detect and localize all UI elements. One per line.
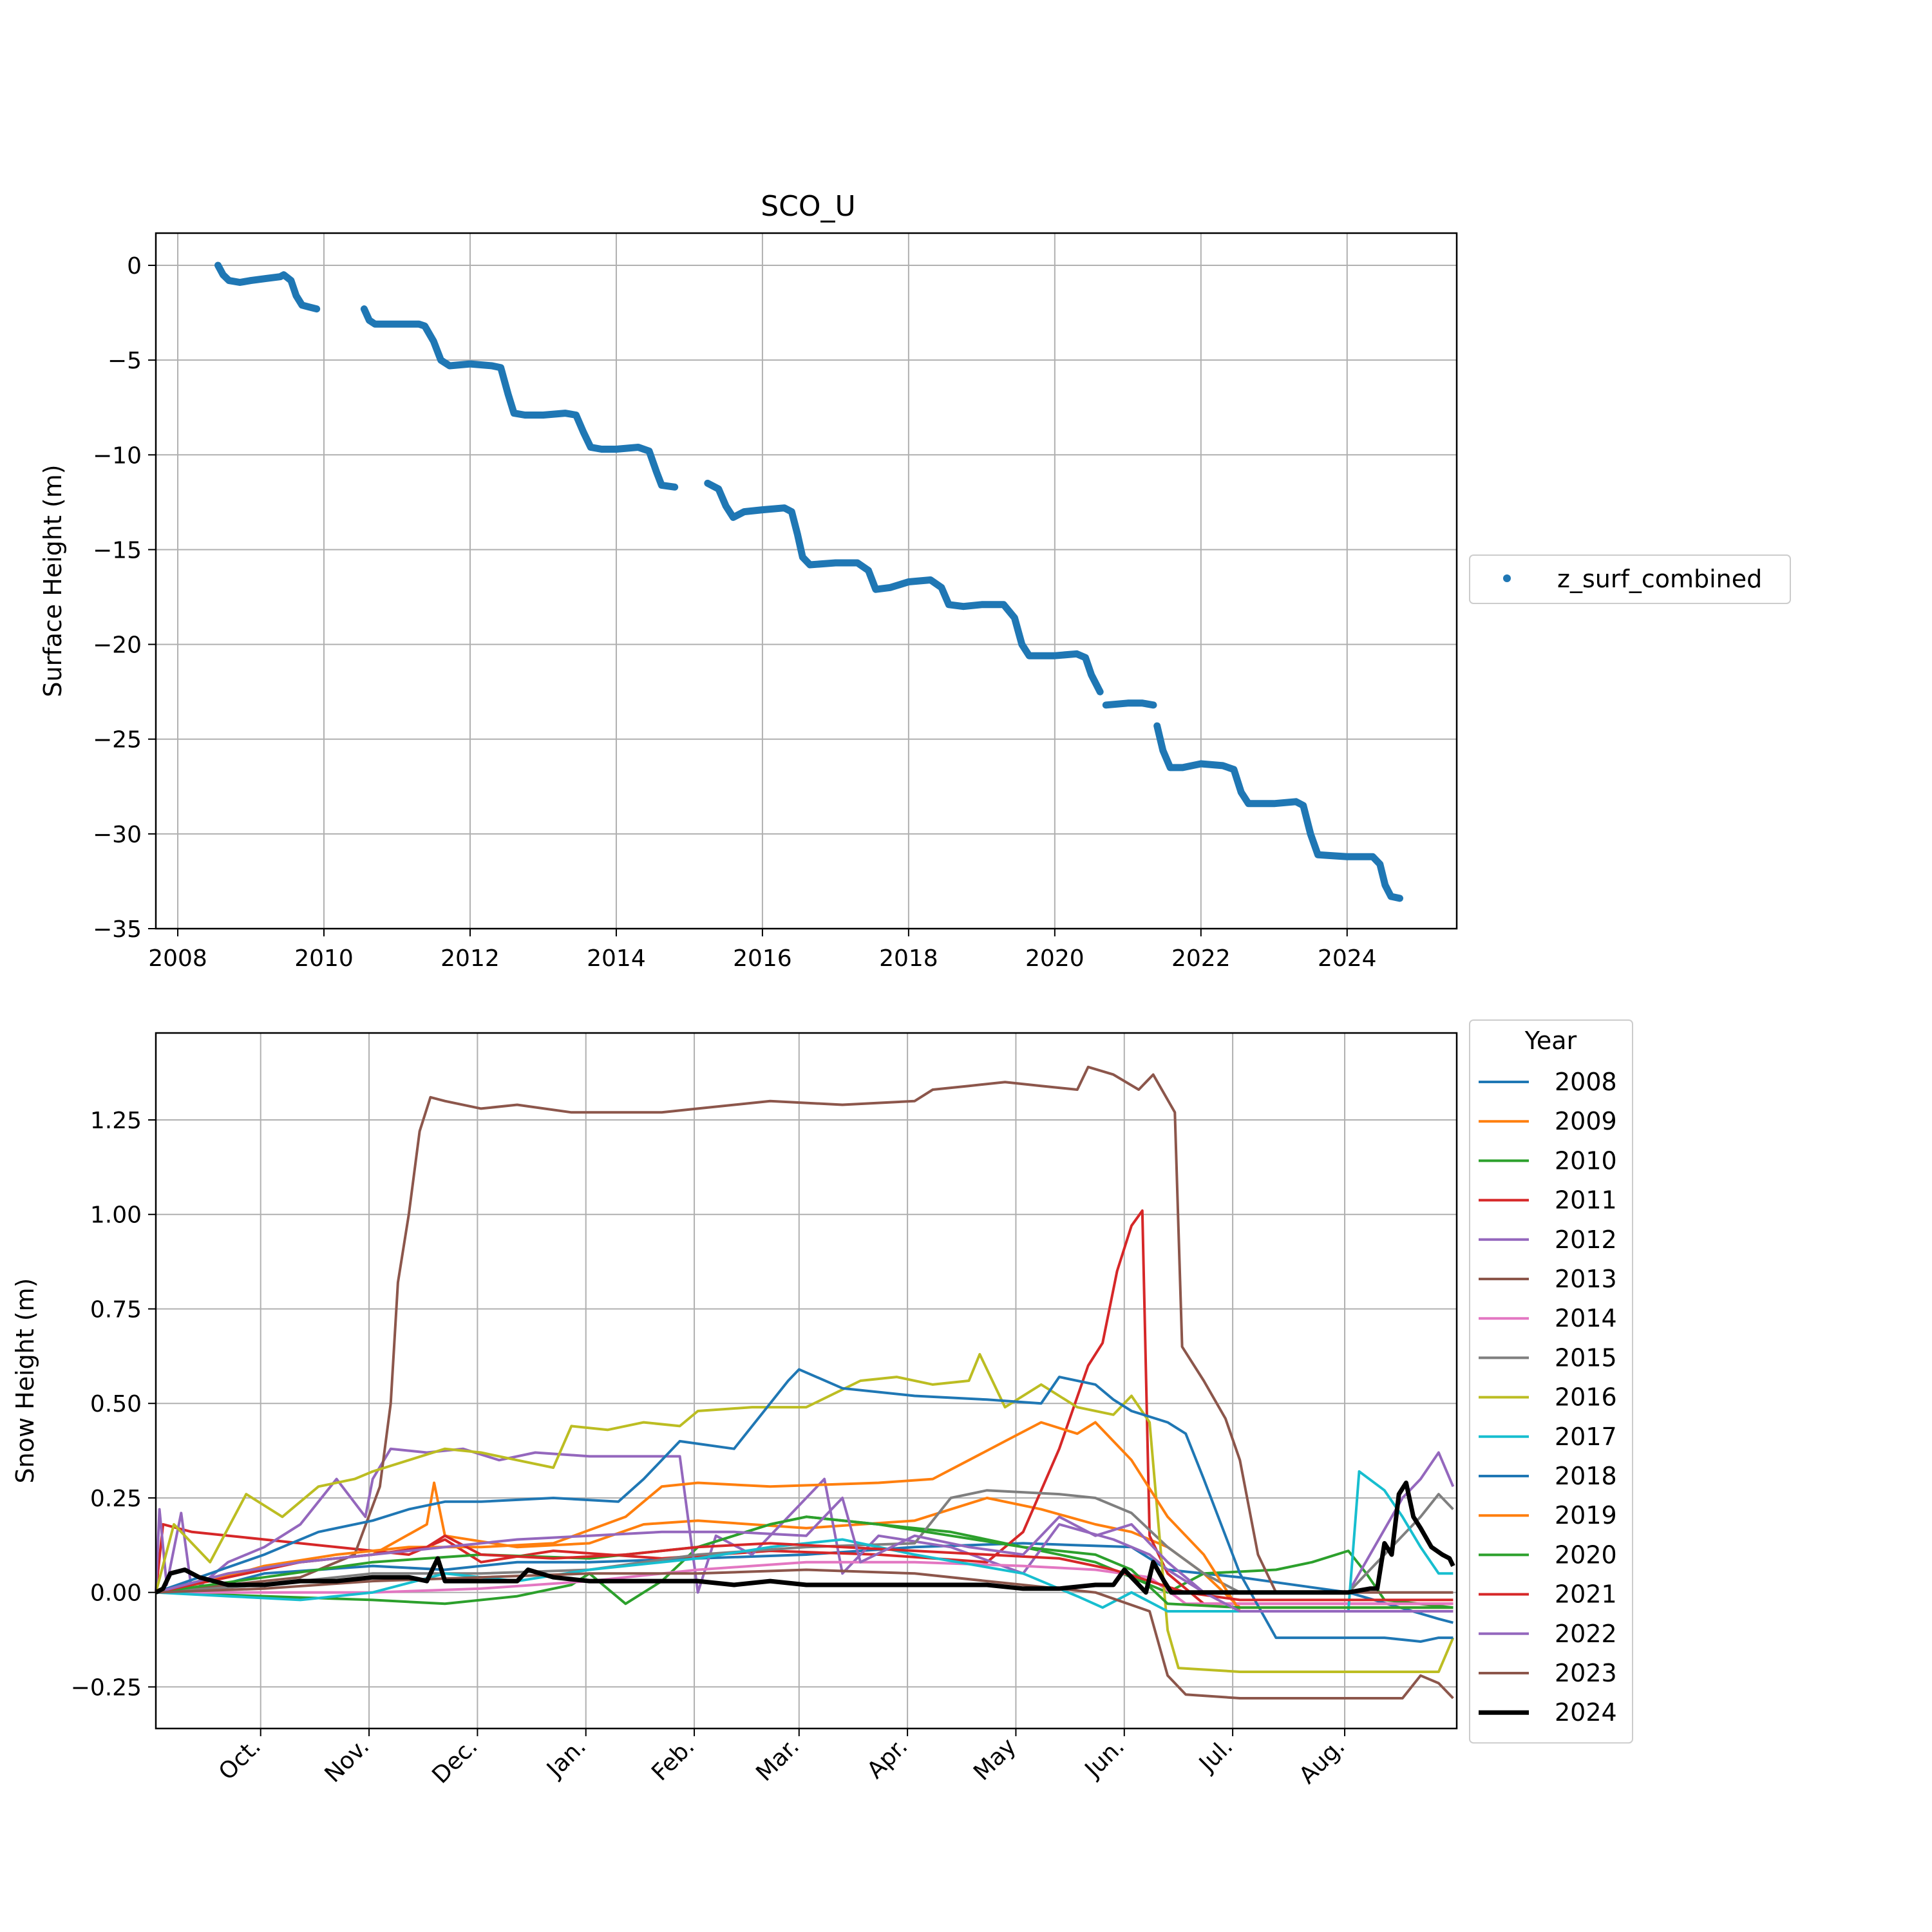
y-tick-label: 1.25 [90,1108,142,1134]
series-line-2017 [155,1470,1454,1613]
legend-label-2008: 2008 [1555,1068,1617,1096]
series-line-2016 [155,1352,1455,1673]
x-tick-label: Mar. [751,1733,804,1786]
legend-label-2016: 2016 [1555,1383,1617,1412]
snow-height-chart: Oct. Nov. Dec. Jan. Feb. Mar. Apr. May Jun. Jul. A… [11,1019,1633,1789]
x-tick-label: Apr. [862,1733,913,1784]
y-tick-label: −35 [93,916,142,943]
series-line-2020 [155,1515,1454,1609]
x-tick-label: Dec. [427,1733,482,1788]
series-line-2022 [155,1497,1454,1613]
legend-label-2011: 2011 [1555,1186,1617,1215]
x-tick-label: 2020 [1025,945,1084,972]
legend-label-2015: 2015 [1555,1343,1617,1372]
legend-label-2012: 2012 [1555,1226,1617,1254]
y-axis-label: Surface Height (m) [39,464,67,697]
surface-height-chart: SCO_U 2008 2010 2012 2014 2016 2018 2020 2022 20… [39,190,1791,972]
plot-area [214,261,1403,902]
y-tick-label: 0.50 [90,1391,142,1417]
y-tick-label: 0 [127,253,142,279]
legend-label-2021: 2021 [1555,1580,1617,1609]
axis-ticks: Oct. Nov. Dec. Jan. Feb. Mar. Apr. May Jun. Jul. A… [71,1108,1350,1789]
series-line-2019 [155,1421,1454,1613]
series-line-2018 [155,1368,1454,1643]
y-tick-label: −25 [93,727,142,753]
x-tick-label: 2018 [879,945,938,972]
plot-area [155,1065,1455,1700]
y-tick-label: −20 [93,632,142,659]
series-line-2023 [155,1568,1454,1700]
series-z-surf-combined-segment [1153,722,1403,902]
x-tick-label: Oct. [214,1733,266,1785]
series-line-2011 [155,1209,1454,1605]
y-tick-label: 1.00 [90,1202,142,1229]
y-tick-label: −15 [93,537,142,564]
x-tick-label: Jul. [1193,1733,1238,1777]
legend-label-2014: 2014 [1555,1304,1617,1332]
x-tick-label: May [969,1733,1021,1786]
x-tick-label: 2022 [1171,945,1231,972]
series-line-2024 [155,1481,1455,1595]
series-line-2013 [155,1065,1454,1594]
legend: z_surf_combined [1469,554,1791,604]
axis-ticks: 2008 2010 2012 2014 2016 2018 2020 2022 2024 0 −5 −… [93,253,1377,972]
legend-label-2023: 2023 [1555,1659,1617,1687]
legend-label-2018: 2018 [1555,1462,1617,1490]
x-tick-label: Aug. [1294,1733,1350,1789]
axes-frame [155,1032,1458,1730]
y-tick-label: 0.75 [90,1296,142,1323]
x-tick-label: Jan. [541,1733,591,1783]
y-tick-label: −30 [93,822,142,848]
legend-label-2009: 2009 [1555,1107,1617,1135]
series-z-surf-combined-segment [360,305,679,491]
legend-label-2013: 2013 [1555,1265,1617,1293]
x-tick-label: Nov. [320,1733,375,1788]
grid [156,233,1457,929]
legend-box [1469,554,1791,604]
legend-label-2010: 2010 [1555,1146,1617,1175]
y-tick-label: −10 [93,442,142,469]
series-z-surf-combined-segment [214,261,321,313]
series-line-2015 [155,1489,1454,1594]
x-tick-label: 2014 [587,945,646,972]
x-tick-label: Jun. [1079,1733,1130,1783]
legend-label-2017: 2017 [1555,1423,1617,1451]
x-tick-label: 2012 [440,945,500,972]
legend-label-2020: 2020 [1555,1540,1617,1569]
series-z-surf-combined-segment [704,479,1104,696]
grid [156,1033,1457,1728]
legend: Year 2008 2009 2010 2011 2012 2013 2014 2015 2016… [1469,1019,1633,1744]
legend-label-2019: 2019 [1555,1501,1617,1530]
y-tick-label: 0.25 [90,1486,142,1512]
legend-label-2024: 2024 [1555,1698,1617,1727]
legend-label-2022: 2022 [1555,1620,1617,1648]
x-tick-label: 2024 [1318,945,1377,972]
x-tick-label: 2008 [148,945,207,972]
y-axis-label: Snow Height (m) [11,1278,39,1484]
x-tick-label: Feb. [647,1733,699,1786]
series-z-surf-combined-segment [1102,699,1157,709]
axes-frame [155,232,1458,930]
legend-title: Year [1524,1027,1577,1055]
series-line-2014 [156,1560,1454,1605]
legend-marker [1503,574,1511,582]
x-tick-label: 2010 [294,945,354,972]
y-tick-label: −0.25 [71,1674,142,1701]
y-tick-label: 0.00 [90,1580,142,1607]
y-tick-label: −5 [108,348,142,374]
series-line-2012 [155,1447,1455,1594]
x-tick-label: 2016 [733,945,792,972]
legend-label: z_surf_combined [1557,565,1762,593]
chart-title: SCO_U [761,190,856,223]
